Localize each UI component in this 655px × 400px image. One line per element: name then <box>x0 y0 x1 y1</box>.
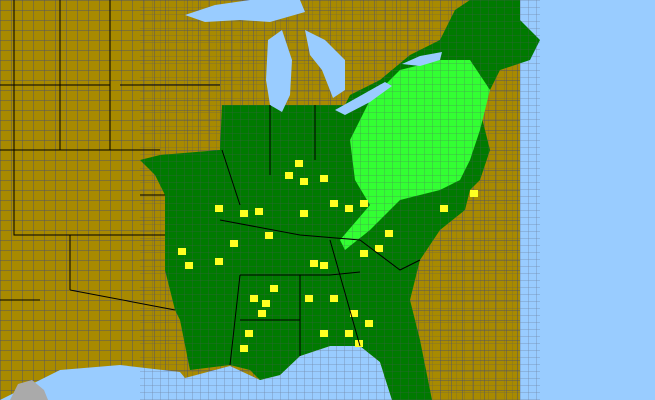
highlighted-county <box>330 295 338 302</box>
lake-huron <box>305 30 345 98</box>
highlighted-county <box>300 210 308 217</box>
highlighted-county <box>365 320 373 327</box>
highlighted-county <box>320 262 328 269</box>
highlighted-county <box>245 330 253 337</box>
highlighted-county <box>215 258 223 265</box>
highlighted-county <box>350 310 358 317</box>
highlighted-county <box>345 205 353 212</box>
highlighted-county <box>258 310 266 317</box>
state-borders <box>0 0 421 366</box>
state-border-line <box>219 105 421 366</box>
highlighted-county <box>285 172 293 179</box>
great-lakes <box>185 0 442 115</box>
highlighted-county <box>265 232 273 239</box>
highlighted-county <box>270 285 278 292</box>
highlighted-county <box>385 230 393 237</box>
highlighted-county <box>330 200 338 207</box>
highlighted-county <box>255 208 263 215</box>
highlighted-county <box>215 205 223 212</box>
highlighted-county <box>360 250 368 257</box>
highlighted-county <box>310 260 318 267</box>
highlighted-county <box>300 178 308 185</box>
lake-michigan <box>266 30 292 112</box>
highlighted-county <box>295 160 303 167</box>
highlighted-county <box>178 248 186 255</box>
lake-superior <box>185 0 305 22</box>
highlighted-county <box>305 295 313 302</box>
lake-erie <box>335 82 392 115</box>
highlighted-county <box>360 200 368 207</box>
highlighted-county <box>240 345 248 352</box>
highlighted-county <box>185 262 193 269</box>
highlighted-counties <box>178 160 478 352</box>
highlighted-county <box>262 300 270 307</box>
highlighted-county <box>470 190 478 197</box>
highlighted-county <box>320 175 328 182</box>
highlighted-county <box>440 205 448 212</box>
highlighted-county <box>230 240 238 247</box>
highlighted-county <box>240 210 248 217</box>
highlighted-county <box>320 330 328 337</box>
lake-ontario <box>402 52 442 66</box>
mexico-land <box>10 380 48 400</box>
highlighted-county <box>375 245 383 252</box>
highlighted-county <box>345 330 353 337</box>
highlighted-county <box>250 295 258 302</box>
state-border-line <box>0 0 220 311</box>
